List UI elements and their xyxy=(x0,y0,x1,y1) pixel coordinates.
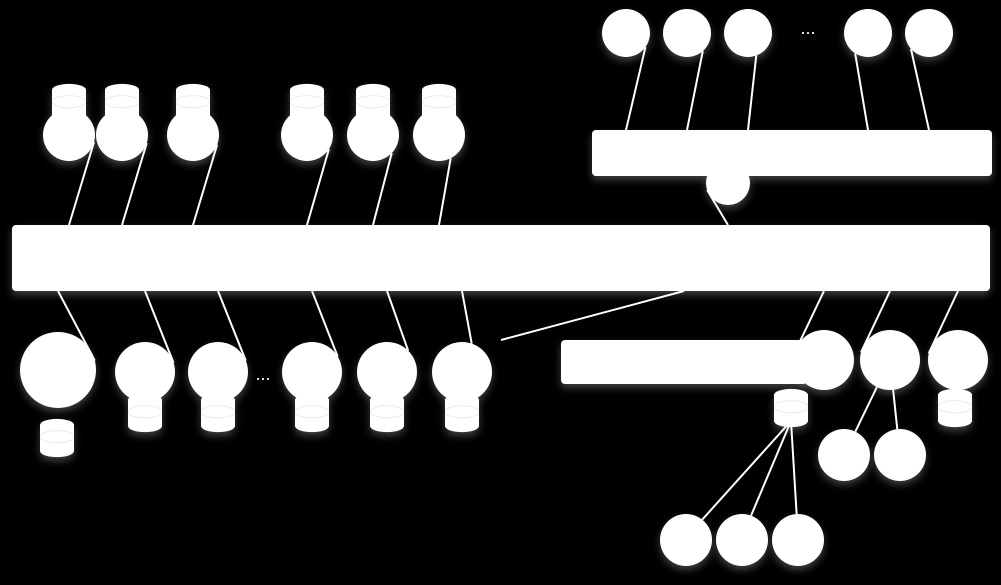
node-circle xyxy=(432,342,492,402)
nodes-layer xyxy=(12,9,992,566)
node-circle xyxy=(96,109,148,161)
node-bar xyxy=(561,340,807,384)
edge xyxy=(439,158,451,225)
edge xyxy=(687,51,703,130)
node-circle xyxy=(188,342,248,402)
node-circle xyxy=(281,109,333,161)
node-circle xyxy=(115,342,175,402)
db-cylinder-icon xyxy=(295,394,329,432)
edge xyxy=(751,421,791,516)
node-circle xyxy=(602,9,650,57)
edge xyxy=(791,421,797,514)
node-circle xyxy=(844,9,892,57)
node-bar xyxy=(592,130,992,176)
node-circle xyxy=(282,342,342,402)
db-cylinder-icon xyxy=(201,394,235,432)
edge xyxy=(855,53,868,130)
edge xyxy=(911,49,929,130)
node-circle xyxy=(724,9,772,57)
db-cylinder-icon xyxy=(40,419,74,457)
node-circle xyxy=(357,342,417,402)
edge xyxy=(373,153,392,225)
edge xyxy=(387,291,408,351)
db-cylinder-icon xyxy=(938,389,972,427)
db-cylinder-icon xyxy=(128,394,162,432)
edge xyxy=(501,291,684,340)
diagram-canvas: ...... xyxy=(0,0,1001,585)
node-circle xyxy=(772,514,824,566)
edge xyxy=(462,291,472,344)
node-circle xyxy=(167,109,219,161)
node-circle xyxy=(928,330,988,390)
node-circle xyxy=(660,514,712,566)
node-circle xyxy=(706,161,750,205)
node-circle xyxy=(905,9,953,57)
edge xyxy=(748,56,756,130)
node-circle xyxy=(818,429,870,481)
edge xyxy=(893,390,897,429)
db-cylinder-icon xyxy=(445,394,479,432)
ellipsis-label: ... xyxy=(800,18,815,38)
node-circle xyxy=(43,109,95,161)
node-circle xyxy=(716,514,768,566)
node-circle xyxy=(794,330,854,390)
node-circle xyxy=(20,332,96,408)
edge xyxy=(702,421,791,520)
node-circle xyxy=(874,429,926,481)
node-circle xyxy=(347,109,399,161)
db-cylinder-icon xyxy=(370,394,404,432)
ellipsis-label: ... xyxy=(255,364,270,384)
node-bar xyxy=(12,225,990,291)
edge xyxy=(855,387,877,432)
node-circle xyxy=(663,9,711,57)
edge xyxy=(626,47,645,130)
db-cylinder-icon xyxy=(774,389,808,427)
node-circle xyxy=(860,330,920,390)
node-circle xyxy=(413,109,465,161)
